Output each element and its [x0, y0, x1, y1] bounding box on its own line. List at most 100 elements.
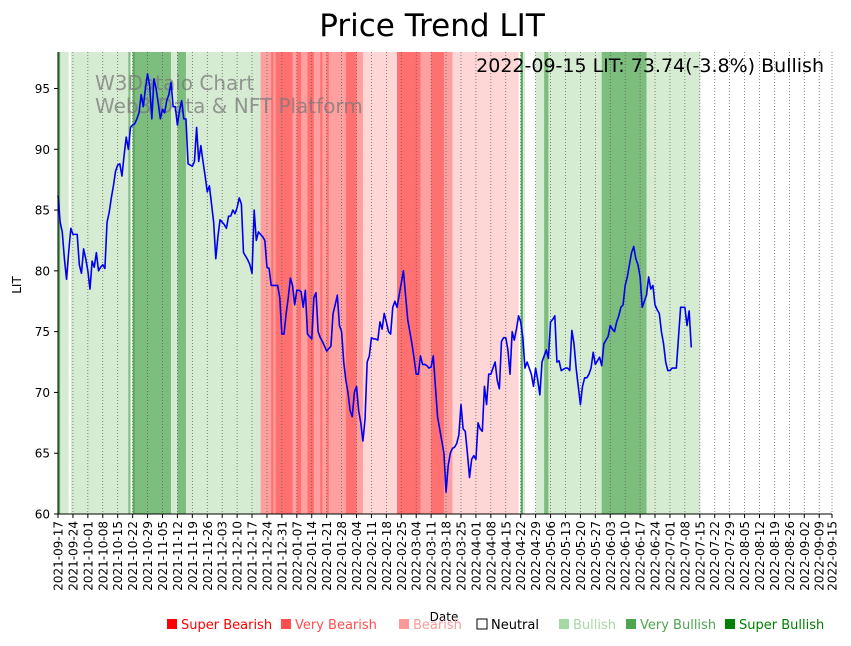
sentiment-band — [687, 52, 690, 514]
sentiment-band — [397, 52, 400, 514]
sentiment-band — [347, 52, 351, 514]
x-tick-label: 2022-02-11 — [365, 521, 379, 591]
sentiment-band — [373, 52, 377, 514]
sentiment-band — [141, 52, 144, 514]
sentiment-band — [117, 52, 121, 514]
sentiment-band — [143, 52, 146, 514]
sentiment-band — [202, 52, 206, 514]
sentiment-band — [697, 52, 701, 514]
sentiment-band — [401, 52, 404, 514]
sentiment-band — [386, 52, 389, 514]
sentiment-band — [207, 52, 210, 514]
legend-label: Bullish — [573, 618, 616, 633]
sentiment-band — [298, 52, 302, 514]
legend-label: Super Bearish — [181, 618, 272, 633]
x-tick-label: 2022-07-08 — [678, 521, 692, 591]
sentiment-band — [429, 52, 432, 514]
y-tick-label: 85 — [35, 204, 50, 218]
sentiment-band — [60, 52, 63, 514]
sentiment-band — [369, 52, 372, 514]
sentiment-band — [136, 52, 140, 514]
sentiment-band — [388, 52, 392, 514]
legend-swatch — [476, 618, 488, 630]
sentiment-band — [399, 52, 402, 514]
sentiment-band — [407, 52, 411, 514]
sentiment-band — [70, 52, 74, 514]
sentiment-band — [284, 52, 287, 514]
x-tick-label: 2021-11-19 — [186, 521, 200, 591]
sentiment-band — [439, 52, 443, 514]
x-tick-label: 2022-05-20 — [574, 521, 588, 591]
sentiment-band — [258, 52, 261, 514]
x-tick-label: 2021-12-03 — [216, 521, 230, 591]
x-tick-label: 2022-06-10 — [619, 521, 633, 591]
sentiment-band — [465, 52, 468, 514]
sentiment-band — [437, 52, 441, 514]
sentiment-band — [484, 52, 487, 514]
sentiment-band — [522, 52, 526, 514]
sentiment-band — [529, 52, 532, 514]
sentiment-band — [473, 52, 477, 514]
x-tick-label: 2022-07-15 — [693, 521, 707, 591]
legend-swatch — [167, 619, 177, 629]
sentiment-band — [249, 52, 253, 514]
x-tick-label: 2021-09-24 — [66, 521, 80, 591]
sentiment-band — [416, 52, 419, 514]
sentiment-band — [375, 52, 379, 514]
sentiment-band — [350, 52, 353, 514]
x-tick-label: 2022-04-29 — [529, 521, 543, 591]
sentiment-band — [576, 52, 579, 514]
watermark-line-2: Web3 Data & NFT Platform — [95, 94, 363, 118]
x-tick-label: 2021-12-17 — [246, 521, 260, 591]
legend-label: Super Bullish — [739, 618, 824, 633]
sentiment-band — [365, 52, 368, 514]
legend-label: Bearish — [413, 618, 462, 633]
sentiment-band — [456, 52, 460, 514]
sentiment-band — [271, 52, 274, 514]
sentiment-band — [275, 52, 279, 514]
sentiment-band — [109, 52, 112, 514]
sentiment-band — [471, 52, 475, 514]
x-tick-label: 2021-11-26 — [201, 521, 215, 591]
x-tick-label: 2021-11-05 — [156, 521, 170, 591]
sentiment-band — [446, 52, 449, 514]
sentiment-band — [147, 52, 151, 514]
price-line-lit — [57, 73, 693, 493]
sentiment-band — [620, 52, 624, 514]
sentiment-band — [179, 52, 183, 514]
legend-swatch — [281, 619, 291, 629]
x-tick-label: 2022-09-02 — [798, 521, 812, 591]
sentiment-band — [162, 52, 166, 514]
sentiment-band — [149, 52, 153, 514]
sentiment-band — [113, 52, 116, 514]
sentiment-band — [595, 52, 598, 514]
sentiment-band — [209, 52, 212, 514]
sentiment-band — [322, 52, 325, 514]
sentiment-band — [192, 52, 195, 514]
sentiment-band — [224, 52, 227, 514]
sentiment-band — [582, 52, 586, 514]
sentiment-band — [72, 52, 76, 514]
sentiment-band — [443, 52, 447, 514]
sentiment-band — [488, 52, 492, 514]
sentiment-band — [574, 52, 577, 514]
x-tick-label: 2022-05-27 — [589, 521, 603, 591]
sentiment-band — [672, 52, 675, 514]
sentiment-band — [177, 52, 180, 514]
sentiment-band — [563, 52, 566, 514]
x-tick-label: 2022-02-04 — [350, 521, 364, 591]
sentiment-band — [164, 52, 168, 514]
sentiment-band — [139, 52, 142, 514]
x-tick-label: 2021-10-29 — [141, 521, 155, 591]
sentiment-band — [618, 52, 622, 514]
sentiment-band — [512, 52, 515, 514]
sentiment-band — [217, 52, 221, 514]
sentiment-band — [475, 52, 479, 514]
sentiment-band — [490, 52, 494, 514]
sentiment-band — [158, 52, 161, 514]
sentiment-band — [85, 52, 89, 514]
sentiment-band — [441, 52, 445, 514]
sentiment-band — [264, 52, 268, 514]
y-tick-label: 95 — [35, 82, 50, 96]
sentiment-band — [584, 52, 588, 514]
